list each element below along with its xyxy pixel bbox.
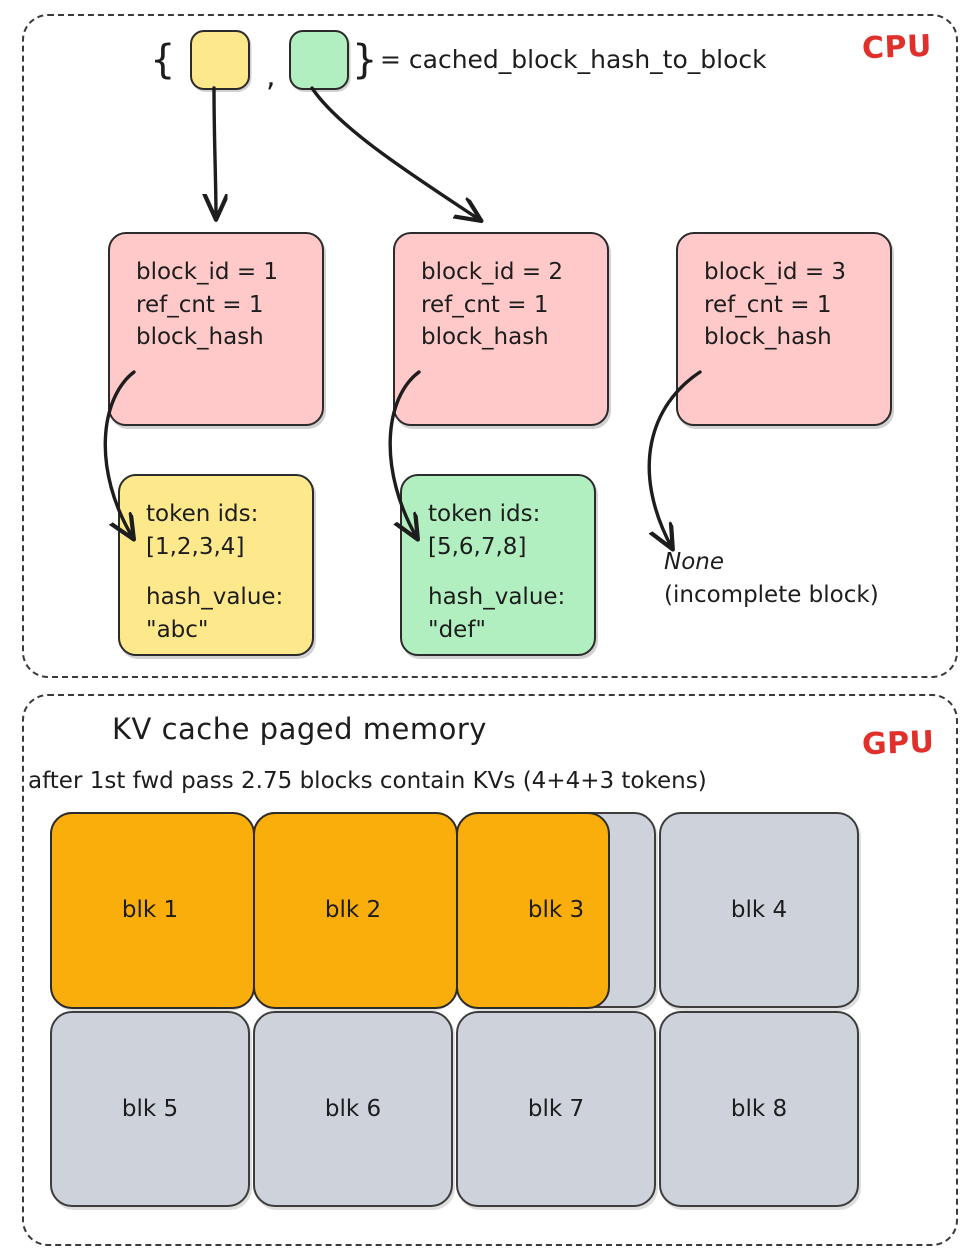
kv-block-8[interactable]: blk 8 (659, 1011, 859, 1207)
token-card-2-hash-label: hash_value: (428, 584, 566, 611)
token-card-2: token ids: [5,6,7,8] hash_value: "def" (400, 474, 596, 656)
kv-block-8-label: blk 8 (730, 1096, 788, 1122)
kv-block-4-label: blk 4 (730, 897, 788, 923)
legend-brace-close: } (352, 37, 378, 83)
gpu-panel (22, 694, 958, 1246)
kv-block-6-label: blk 6 (324, 1096, 382, 1122)
kv-block-3-fill (455, 811, 610, 1009)
kv-block-1-label: blk 1 (121, 897, 179, 923)
legend-equation-text: = cached_block_hash_to_block (380, 45, 767, 74)
meta-block-1: block_id = 1 ref_cnt = 1 block_hash (108, 232, 324, 426)
kv-cache-subtitle: after 1st fwd pass 2.75 blocks contain K… (28, 768, 707, 794)
kv-cache-title: KV cache paged memory (112, 712, 487, 746)
token-card-2-spacer (428, 563, 594, 581)
kv-block-3[interactable]: blk 3 (455, 811, 656, 1009)
meta-block-3: block_id = 3 ref_cnt = 1 block_hash (676, 232, 892, 426)
meta-block-2-block-hash: block_hash (421, 324, 549, 351)
kv-block-1[interactable]: blk 1 (49, 811, 255, 1009)
meta-block-3-block-hash: block_hash (704, 324, 832, 351)
cpu-panel (22, 14, 958, 678)
meta-block-1-block-id: block_id = 1 (136, 259, 279, 285)
legend-brace-open: { (150, 37, 176, 83)
kv-block-2-fill (252, 811, 458, 1009)
kv-block-5-label: blk 5 (121, 1096, 179, 1122)
kv-block-7[interactable]: blk 7 (456, 1011, 656, 1207)
kv-block-6[interactable]: blk 6 (253, 1011, 453, 1207)
kv-block-3-label: blk 3 (527, 897, 585, 923)
meta-block-2-ref-cnt: ref_cnt = 1 (421, 291, 549, 318)
token-card-1-hash-value: "abc" (146, 616, 209, 643)
gpu-zone-tag: GPU (861, 724, 936, 763)
legend-chip-green (289, 30, 349, 90)
token-card-1-ids-value: [1,2,3,4] (146, 533, 245, 560)
kv-block-4[interactable]: blk 4 (659, 812, 859, 1008)
token-card-2-hash-value: "def" (428, 616, 487, 643)
token-card-2-ids-value: [5,6,7,8] (428, 533, 527, 560)
meta-block-1-ref-cnt: ref_cnt = 1 (136, 291, 264, 318)
none-incomplete-block-label: None (incomplete block) (664, 546, 879, 613)
kv-block-7-label: blk 7 (527, 1096, 585, 1122)
token-card-1-ids-label: token ids: (146, 501, 259, 527)
token-card-1-hash-label: hash_value: (146, 584, 284, 611)
legend-chip-yellow (190, 30, 250, 90)
meta-block-3-ref-cnt: ref_cnt = 1 (704, 291, 832, 318)
legend-comma: , (266, 59, 276, 94)
token-card-1-spacer (146, 563, 312, 581)
kv-block-2-label: blk 2 (324, 897, 382, 923)
kv-block-2[interactable]: blk 2 (252, 811, 458, 1009)
token-card-1: token ids: [1,2,3,4] hash_value: "abc" (118, 474, 314, 656)
none-note: (incomplete block) (664, 582, 879, 609)
meta-block-3-block-id: block_id = 3 (704, 259, 847, 285)
kv-block-5[interactable]: blk 5 (50, 1011, 250, 1207)
meta-block-2-block-id: block_id = 2 (421, 259, 564, 285)
cpu-zone-tag: CPU (861, 28, 933, 67)
kv-block-1-fill (49, 811, 255, 1009)
meta-block-1-block-hash: block_hash (136, 324, 264, 351)
none-word: None (664, 549, 725, 575)
token-card-2-ids-label: token ids: (428, 501, 541, 527)
meta-block-2: block_id = 2 ref_cnt = 1 block_hash (393, 232, 609, 426)
